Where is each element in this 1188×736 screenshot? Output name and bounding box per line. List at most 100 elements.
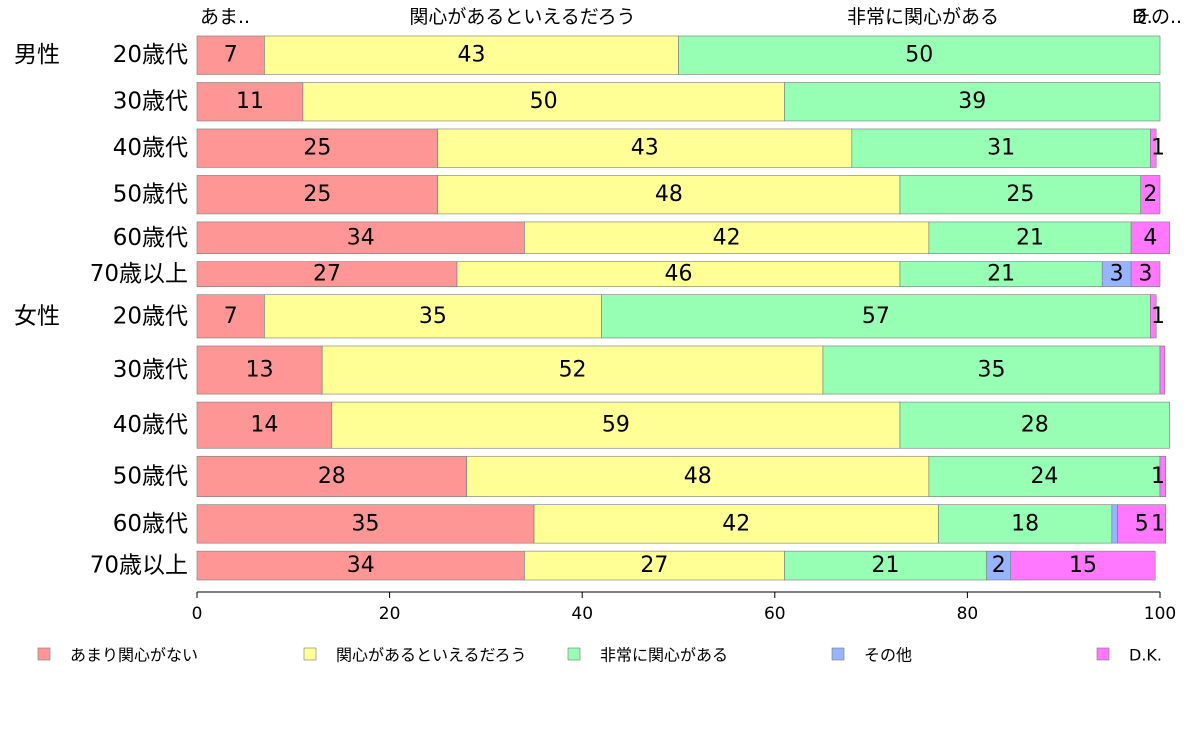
- bar-segment: [196, 221, 525, 254]
- bar-segment: [533, 504, 939, 544]
- bar-segment: [1150, 128, 1157, 168]
- legend-swatch: [567, 647, 581, 661]
- data-label: 25: [303, 136, 331, 161]
- category-label: 20歳代: [113, 42, 188, 68]
- legend-swatch: [37, 647, 51, 661]
- bar-segment: [928, 221, 1132, 254]
- category-label: 50歳代: [113, 463, 188, 489]
- bar-segment: [437, 175, 901, 215]
- data-label: 27: [313, 262, 341, 287]
- bar-segment: [1130, 221, 1170, 254]
- data-label: 14: [250, 413, 278, 438]
- data-label: 35: [977, 358, 1005, 383]
- data-label: 4: [1143, 225, 1157, 250]
- top-series-label: 関心があるといえるだろう: [409, 6, 635, 28]
- bar-segment: [196, 294, 265, 339]
- data-label: 48: [684, 464, 712, 489]
- data-label: 13: [246, 358, 274, 383]
- data-label: 50: [905, 43, 933, 68]
- bar-segment: [1130, 261, 1161, 287]
- legend-label: あまり関心がない: [70, 646, 198, 665]
- bar-segment: [196, 455, 467, 497]
- data-label: 7: [224, 43, 238, 68]
- bar-segment: [1101, 261, 1132, 287]
- x-tick-label: 100: [1144, 604, 1176, 624]
- data-label: 42: [713, 225, 741, 250]
- bar-segment: [678, 35, 1161, 75]
- data-label: 28: [318, 464, 346, 489]
- bar-segment: [899, 401, 1170, 449]
- data-label: 25: [303, 182, 331, 207]
- data-label: 39: [958, 89, 986, 114]
- data-label: 48: [655, 182, 683, 207]
- data-label: 43: [457, 43, 485, 68]
- bar-segment: [437, 128, 853, 168]
- bar-segment: [928, 455, 1161, 497]
- bar-segment: [321, 345, 824, 395]
- data-label: 5: [1135, 511, 1149, 536]
- bar-segment: [1010, 550, 1156, 581]
- category-label: 70歳以上: [90, 553, 188, 579]
- x-tick-label: 80: [957, 604, 979, 624]
- bar-segment: [196, 175, 439, 215]
- legend-label: 関心があるといえるだろう: [336, 646, 527, 665]
- x-tick-label: 60: [764, 604, 786, 624]
- bar-segment: [196, 128, 439, 168]
- data-label: 57: [862, 304, 890, 329]
- legend-label: 非常に関心がある: [600, 646, 728, 665]
- bar-segment: [196, 550, 525, 581]
- data-label: 2: [1143, 182, 1157, 207]
- data-label: 31: [987, 136, 1015, 161]
- data-label: 59: [602, 413, 630, 438]
- x-tick-label: 0: [192, 604, 203, 624]
- data-label: 1: [1151, 464, 1165, 489]
- top-series-label: その..: [1132, 6, 1182, 28]
- data-label: 1: [1151, 511, 1165, 536]
- data-label: 3: [1139, 262, 1153, 287]
- category-label: 60歳代: [113, 511, 188, 537]
- x-tick-label: 40: [571, 604, 593, 624]
- data-label: 46: [665, 262, 693, 287]
- data-label: 35: [419, 304, 447, 329]
- top-series-label: あま..: [200, 6, 250, 28]
- data-label: 11: [236, 89, 264, 114]
- data-label: 1: [1151, 304, 1165, 329]
- bar-segment: [1159, 455, 1167, 497]
- category-label: 40歳代: [113, 135, 188, 161]
- data-label: 35: [352, 511, 380, 536]
- bar-segment: [822, 345, 1161, 395]
- data-label: 21: [987, 262, 1015, 287]
- data-label: 42: [722, 511, 750, 536]
- bar-segment: [196, 401, 333, 449]
- bar-segment: [1117, 504, 1167, 544]
- bar-segment: [196, 345, 323, 395]
- data-label: 50: [530, 89, 558, 114]
- data-label: 15: [1069, 553, 1097, 578]
- data-label: 27: [640, 553, 668, 578]
- category-label: 60歳代: [113, 225, 188, 251]
- legend-swatch: [831, 647, 845, 661]
- legend-swatch: [1096, 647, 1110, 661]
- category-label: 20歳代: [113, 303, 188, 329]
- bar-segment: [899, 175, 1142, 215]
- top-series-label: 非常に関心がある: [847, 6, 999, 28]
- category-label: 40歳代: [113, 412, 188, 438]
- bar-segment: [264, 294, 602, 339]
- data-label: 34: [347, 225, 375, 250]
- bar-segment: [331, 401, 901, 449]
- data-label: 21: [872, 553, 900, 578]
- data-label: 18: [1011, 511, 1039, 536]
- bar-segment: [899, 261, 1103, 287]
- bar-segment: [302, 82, 785, 122]
- category-label: 70歳以上: [90, 261, 188, 287]
- category-label: 30歳代: [113, 357, 188, 383]
- bar-segment: [1159, 345, 1166, 395]
- category-label: 30歳代: [113, 89, 188, 115]
- bar-segment: [784, 82, 1161, 122]
- bar-segment: [196, 261, 458, 287]
- top-series-label: D..: [1132, 6, 1159, 28]
- x-tick-label: 20: [379, 604, 401, 624]
- bar-segment: [851, 128, 1151, 168]
- bar-segment: [466, 455, 930, 497]
